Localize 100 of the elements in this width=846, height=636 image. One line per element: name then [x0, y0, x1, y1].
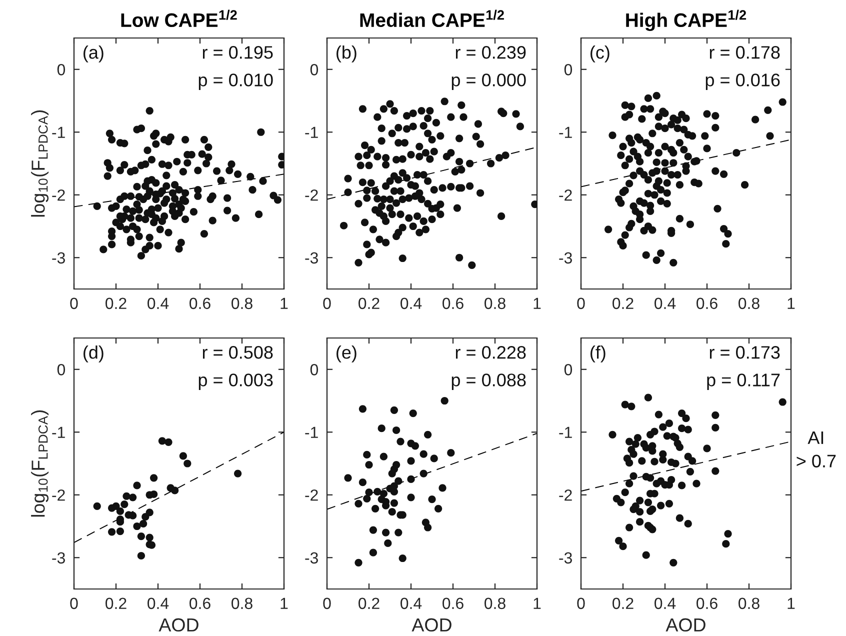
y-tick-label: -1	[305, 126, 318, 138]
x-tick-label: 0.8	[232, 298, 252, 310]
y-tick-label: -1	[559, 126, 572, 138]
y-tick-label: -2	[559, 190, 572, 201]
x-tick-label: 1	[534, 298, 541, 309]
point	[354, 558, 362, 566]
x-tick-label: 1	[788, 298, 795, 309]
x-axis-title: AOD	[158, 618, 198, 632]
point	[440, 396, 448, 405]
point	[384, 539, 392, 547]
point	[369, 548, 378, 556]
x-tick-label: 0.4	[148, 598, 169, 610]
point	[394, 528, 402, 536]
point	[137, 552, 146, 560]
x-tick-label: 0.4	[400, 598, 422, 610]
point	[424, 430, 432, 438]
annotation: (d)	[84, 346, 104, 362]
point	[150, 474, 158, 482]
x-tick-label: 0.4	[654, 598, 676, 610]
point	[93, 502, 101, 510]
x-tick-label: 0.4	[654, 298, 676, 310]
x-tick-label: 0.8	[484, 298, 506, 310]
y-tick-label: -2	[52, 490, 65, 501]
x-tick-label: 0.6	[696, 298, 718, 310]
point	[388, 508, 396, 516]
point	[407, 457, 415, 465]
point	[133, 522, 141, 530]
point	[170, 486, 179, 494]
point	[363, 450, 371, 459]
point	[420, 450, 428, 458]
x-tick-label: 1	[788, 598, 795, 609]
point	[371, 504, 380, 512]
annotation: r = 0.239	[456, 46, 526, 59]
point	[380, 452, 388, 460]
x-tick-label: 0	[70, 298, 78, 310]
y-tick-label: -2	[305, 490, 318, 501]
text: AI > 0.7	[796, 432, 836, 468]
x-tick-label: 0.2	[612, 298, 634, 310]
y-tick-label: 0	[57, 64, 66, 76]
point	[146, 508, 154, 516]
y-tick-label: -1	[52, 126, 65, 138]
y-tick-label: -3	[305, 252, 318, 264]
annotation: r = 0.178	[710, 46, 780, 59]
y-tick-label: -2	[305, 190, 318, 201]
point	[378, 424, 386, 432]
chart-title: Median CAPE$^{1/2}$	[360, 10, 504, 28]
annotation: p = 0.117	[707, 374, 780, 390]
x-axis-title: AOD	[666, 618, 706, 632]
x-tick-label: 0.4	[148, 298, 169, 310]
point	[122, 492, 130, 500]
annotation: (c)	[590, 46, 610, 62]
point	[392, 426, 400, 434]
annotation: r = 0.195	[202, 46, 273, 59]
y-tick-label: -2	[52, 190, 65, 201]
point	[369, 526, 378, 534]
point	[447, 449, 455, 457]
y-tick-label: -1	[559, 426, 572, 438]
y-tick-label: 0	[564, 64, 572, 76]
point	[354, 500, 362, 508]
point	[407, 475, 415, 483]
point	[428, 495, 436, 504]
point	[374, 488, 382, 496]
point	[411, 442, 420, 450]
point	[133, 482, 141, 490]
y-tick-label: -1	[305, 426, 318, 438]
y-tick-label: -2	[559, 490, 572, 501]
point	[128, 494, 137, 502]
annotation: p = 0.088	[452, 374, 526, 390]
x-tick-label: 0	[577, 298, 585, 310]
annotation: r = 0.228	[456, 346, 526, 359]
y-axis-title: log$_{10}$(F$_{LPDCA}$)	[31, 110, 49, 217]
y-tick-label: 0	[310, 64, 318, 76]
point	[430, 454, 438, 462]
point	[120, 500, 128, 508]
chart-title: High CAPE$^{1/2}$	[626, 10, 746, 31]
x-tick-label: 0	[70, 598, 78, 610]
point	[438, 484, 446, 492]
point	[164, 438, 172, 446]
point	[382, 528, 390, 536]
y-axis-title: log$_{10}$(F$_{LPDCA}$)	[31, 410, 49, 517]
point	[390, 499, 398, 507]
point	[179, 452, 188, 460]
x-tick-label: 1	[534, 598, 541, 609]
annotation: p = 0.016	[706, 74, 780, 90]
x-tick-label: 0.6	[442, 298, 464, 310]
point	[396, 438, 404, 446]
annotation: (e)	[336, 346, 356, 362]
point	[420, 470, 428, 478]
x-tick-label: 0	[577, 598, 585, 610]
point	[363, 494, 371, 502]
x-tick-label: 0	[323, 598, 331, 610]
point	[116, 527, 124, 536]
point	[398, 554, 406, 562]
x-tick-label: 0.2	[358, 598, 380, 610]
y-tick-label: -1	[52, 426, 65, 438]
point	[365, 488, 373, 496]
x-tick-label: 0.4	[400, 298, 422, 310]
x-tick-label: 0.6	[190, 598, 210, 610]
point	[158, 437, 166, 445]
point	[394, 477, 402, 485]
